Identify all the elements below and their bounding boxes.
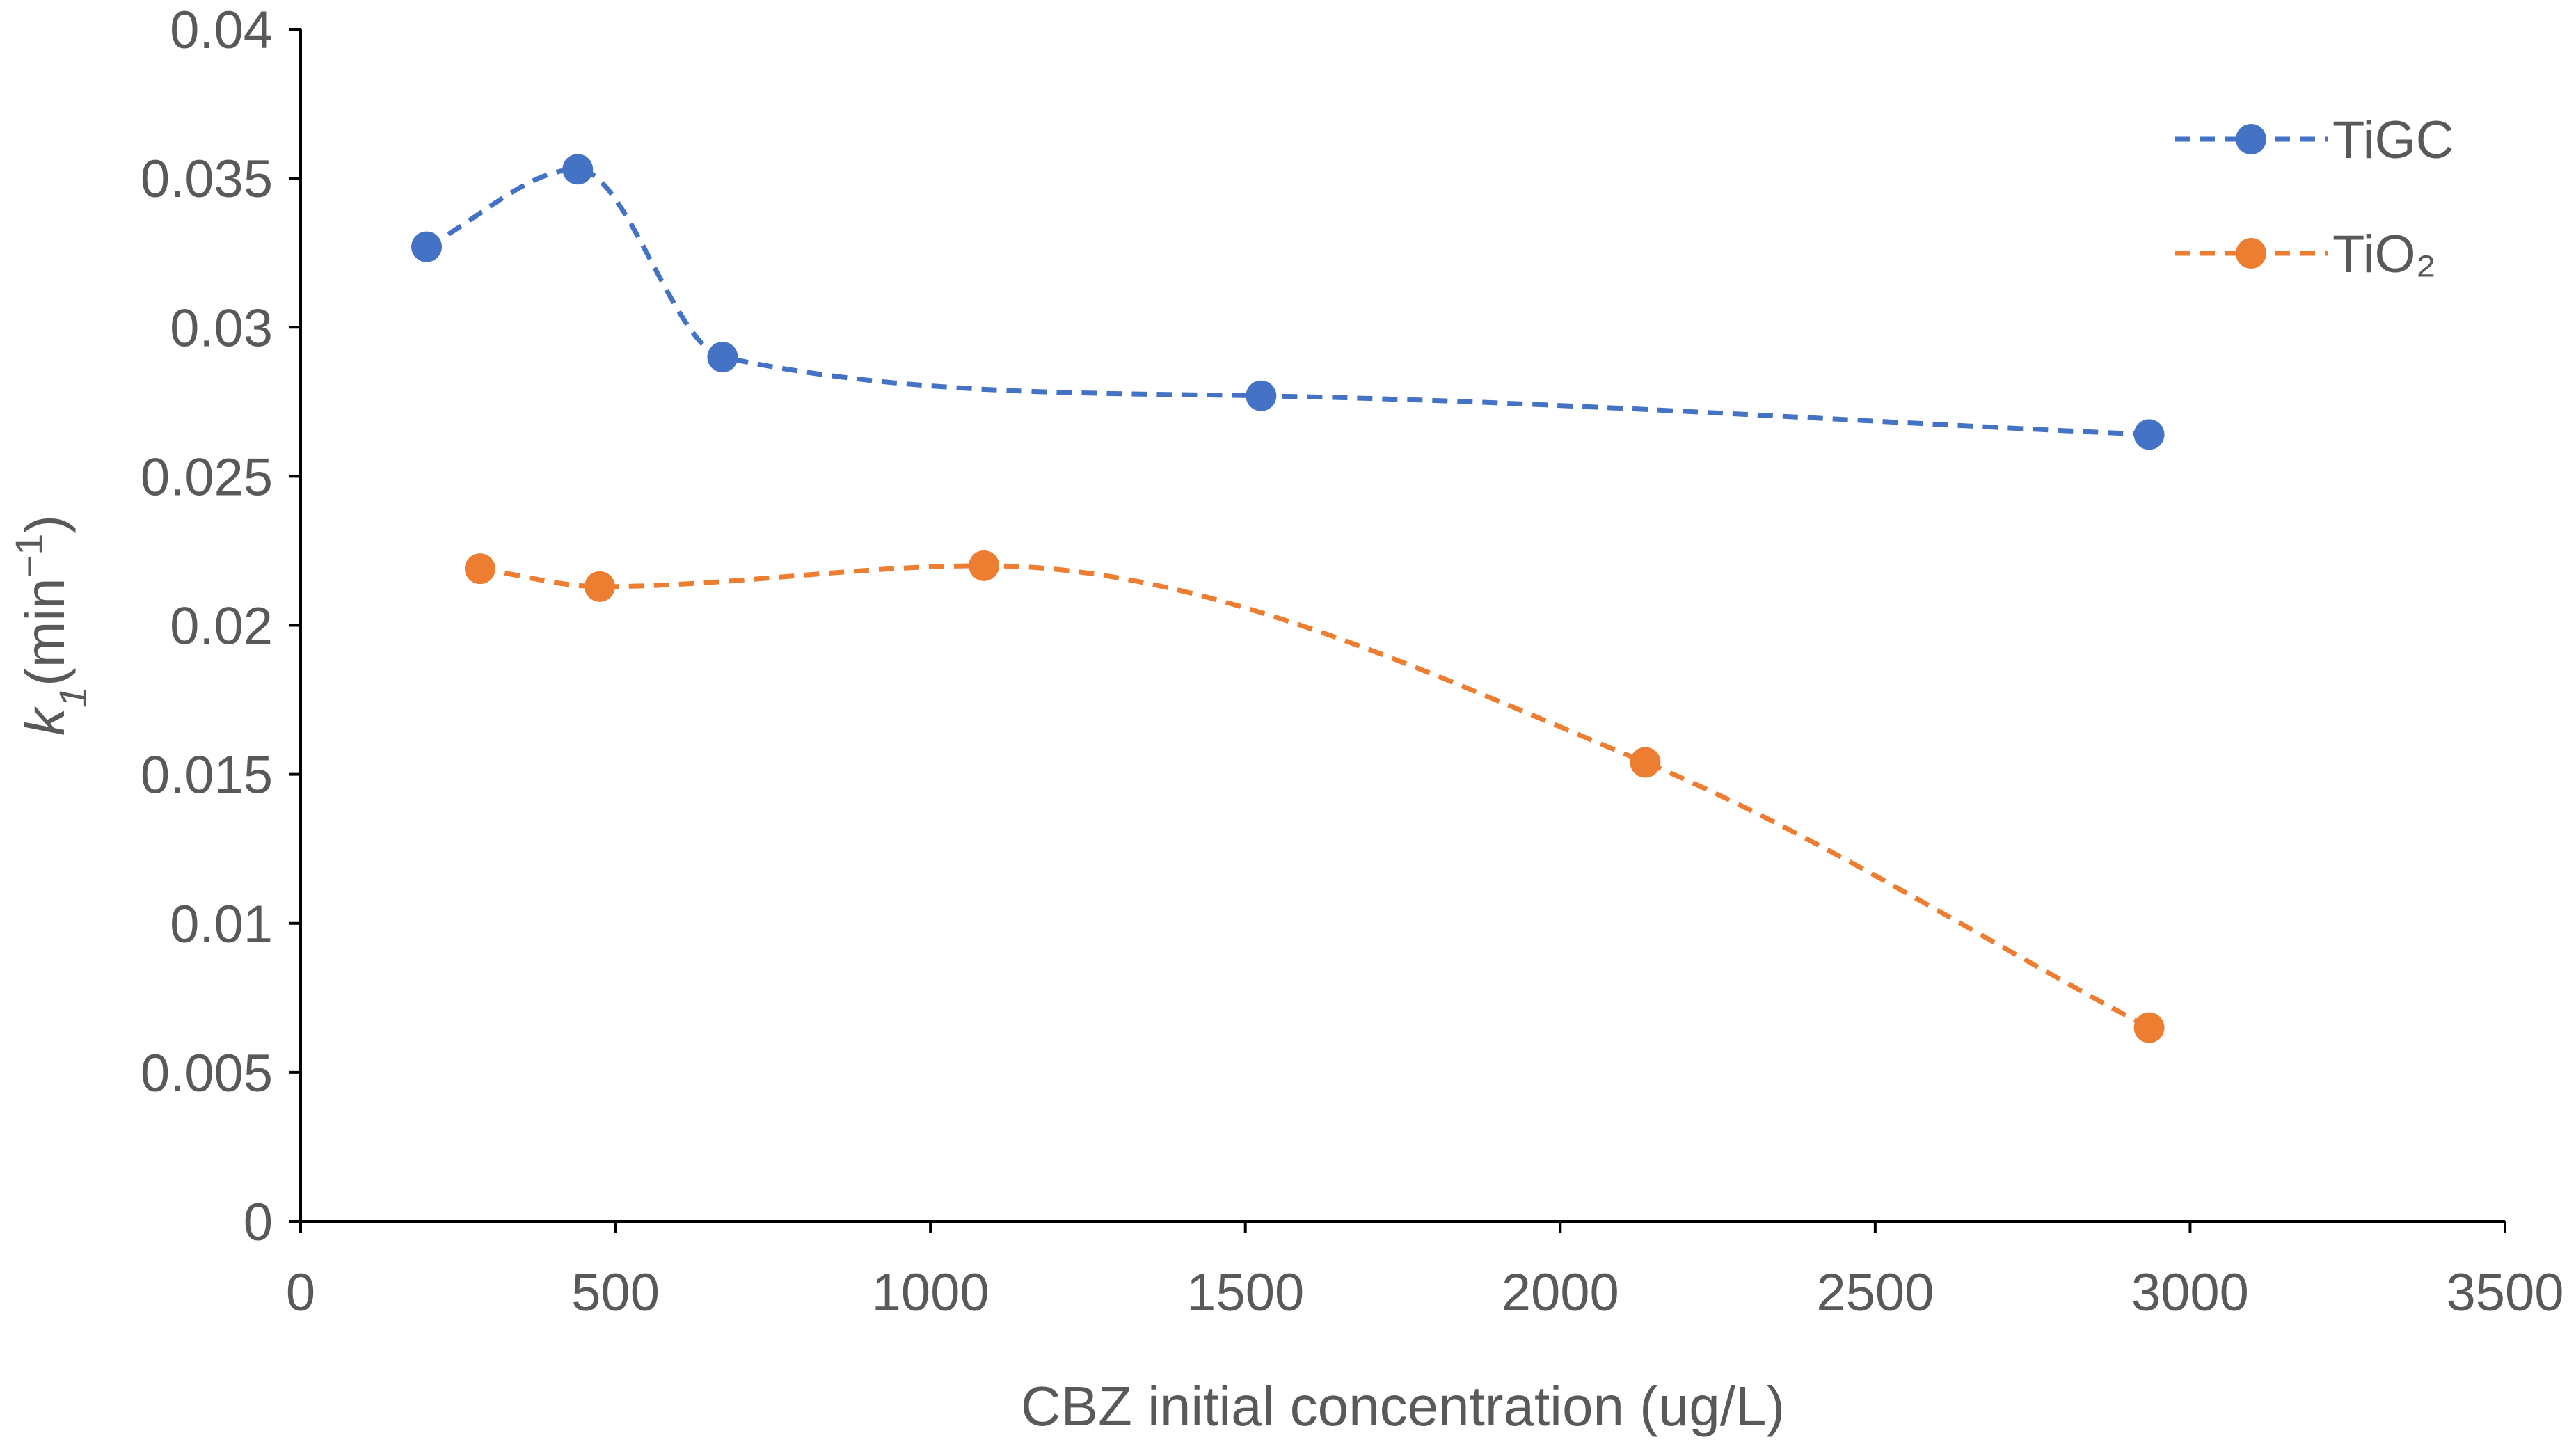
axes (299, 29, 2505, 1223)
plot-area (411, 154, 2165, 1043)
legend-item-tigc: TiGC (2175, 111, 2454, 170)
legend-label: TiO₂ (2332, 225, 2436, 284)
legend: TiGC TiO₂ (2175, 111, 2454, 284)
y-tick-label: 0.005 (141, 1044, 273, 1103)
data-point (584, 571, 615, 602)
data-point (562, 154, 594, 185)
x-axis-title: CBZ initial concentration (ug/L) (1021, 1375, 1785, 1437)
y-tick-label: 0.04 (170, 1, 273, 60)
series-tigc (411, 154, 2165, 450)
y-axis-title-unit-close: ) (14, 515, 76, 534)
x-axis-ticks: 0 500 1000 1500 2000 2500 3000 3500 (286, 1221, 2564, 1322)
data-point (2133, 419, 2165, 450)
x-tick-label: 1000 (872, 1263, 989, 1322)
data-point (707, 342, 738, 373)
data-point (1246, 380, 1277, 411)
series-line (425, 166, 2149, 437)
x-tick-label: 3000 (2131, 1263, 2249, 1322)
y-tick-label: 0.03 (170, 299, 273, 358)
x-tick-label: 0 (286, 1263, 315, 1322)
y-axis-title-subscript: 1 (51, 686, 95, 708)
series-line (479, 563, 2151, 1030)
y-axis-title-superscript: −1 (7, 534, 51, 578)
y-tick-label: 0.025 (141, 447, 273, 507)
legend-label: TiGC (2332, 111, 2454, 170)
y-axis-ticks: 0 0.005 0.01 0.015 0.02 0.025 0.03 0.035 0.04 (141, 1, 301, 1252)
y-tick-label: 0.015 (141, 746, 273, 805)
x-tick-label: 500 (571, 1263, 660, 1322)
y-axis-title-unit-open: (min (14, 578, 76, 686)
legend-marker (2236, 124, 2266, 154)
data-point (464, 553, 495, 585)
x-tick-label: 2000 (1502, 1263, 1619, 1322)
y-tick-label: 0.02 (170, 597, 273, 656)
legend-item-tio2: TiO₂ (2175, 225, 2436, 284)
legend-marker (2236, 238, 2266, 269)
y-tick-label: 0.01 (170, 895, 273, 954)
y-axis-title-var: k (14, 705, 76, 736)
x-tick-label: 3500 (2446, 1263, 2563, 1322)
data-point (2133, 1012, 2165, 1043)
data-point (1630, 747, 1661, 778)
x-tick-label: 1500 (1186, 1263, 1304, 1322)
series-tio2 (464, 550, 2165, 1043)
y-axis-title: k1(min−1) (7, 515, 95, 736)
data-point (969, 550, 1000, 581)
x-tick-label: 2500 (1816, 1263, 1934, 1322)
y-tick-label: 0.035 (141, 150, 273, 209)
data-point (411, 231, 443, 262)
y-tick-label: 0 (244, 1193, 273, 1252)
